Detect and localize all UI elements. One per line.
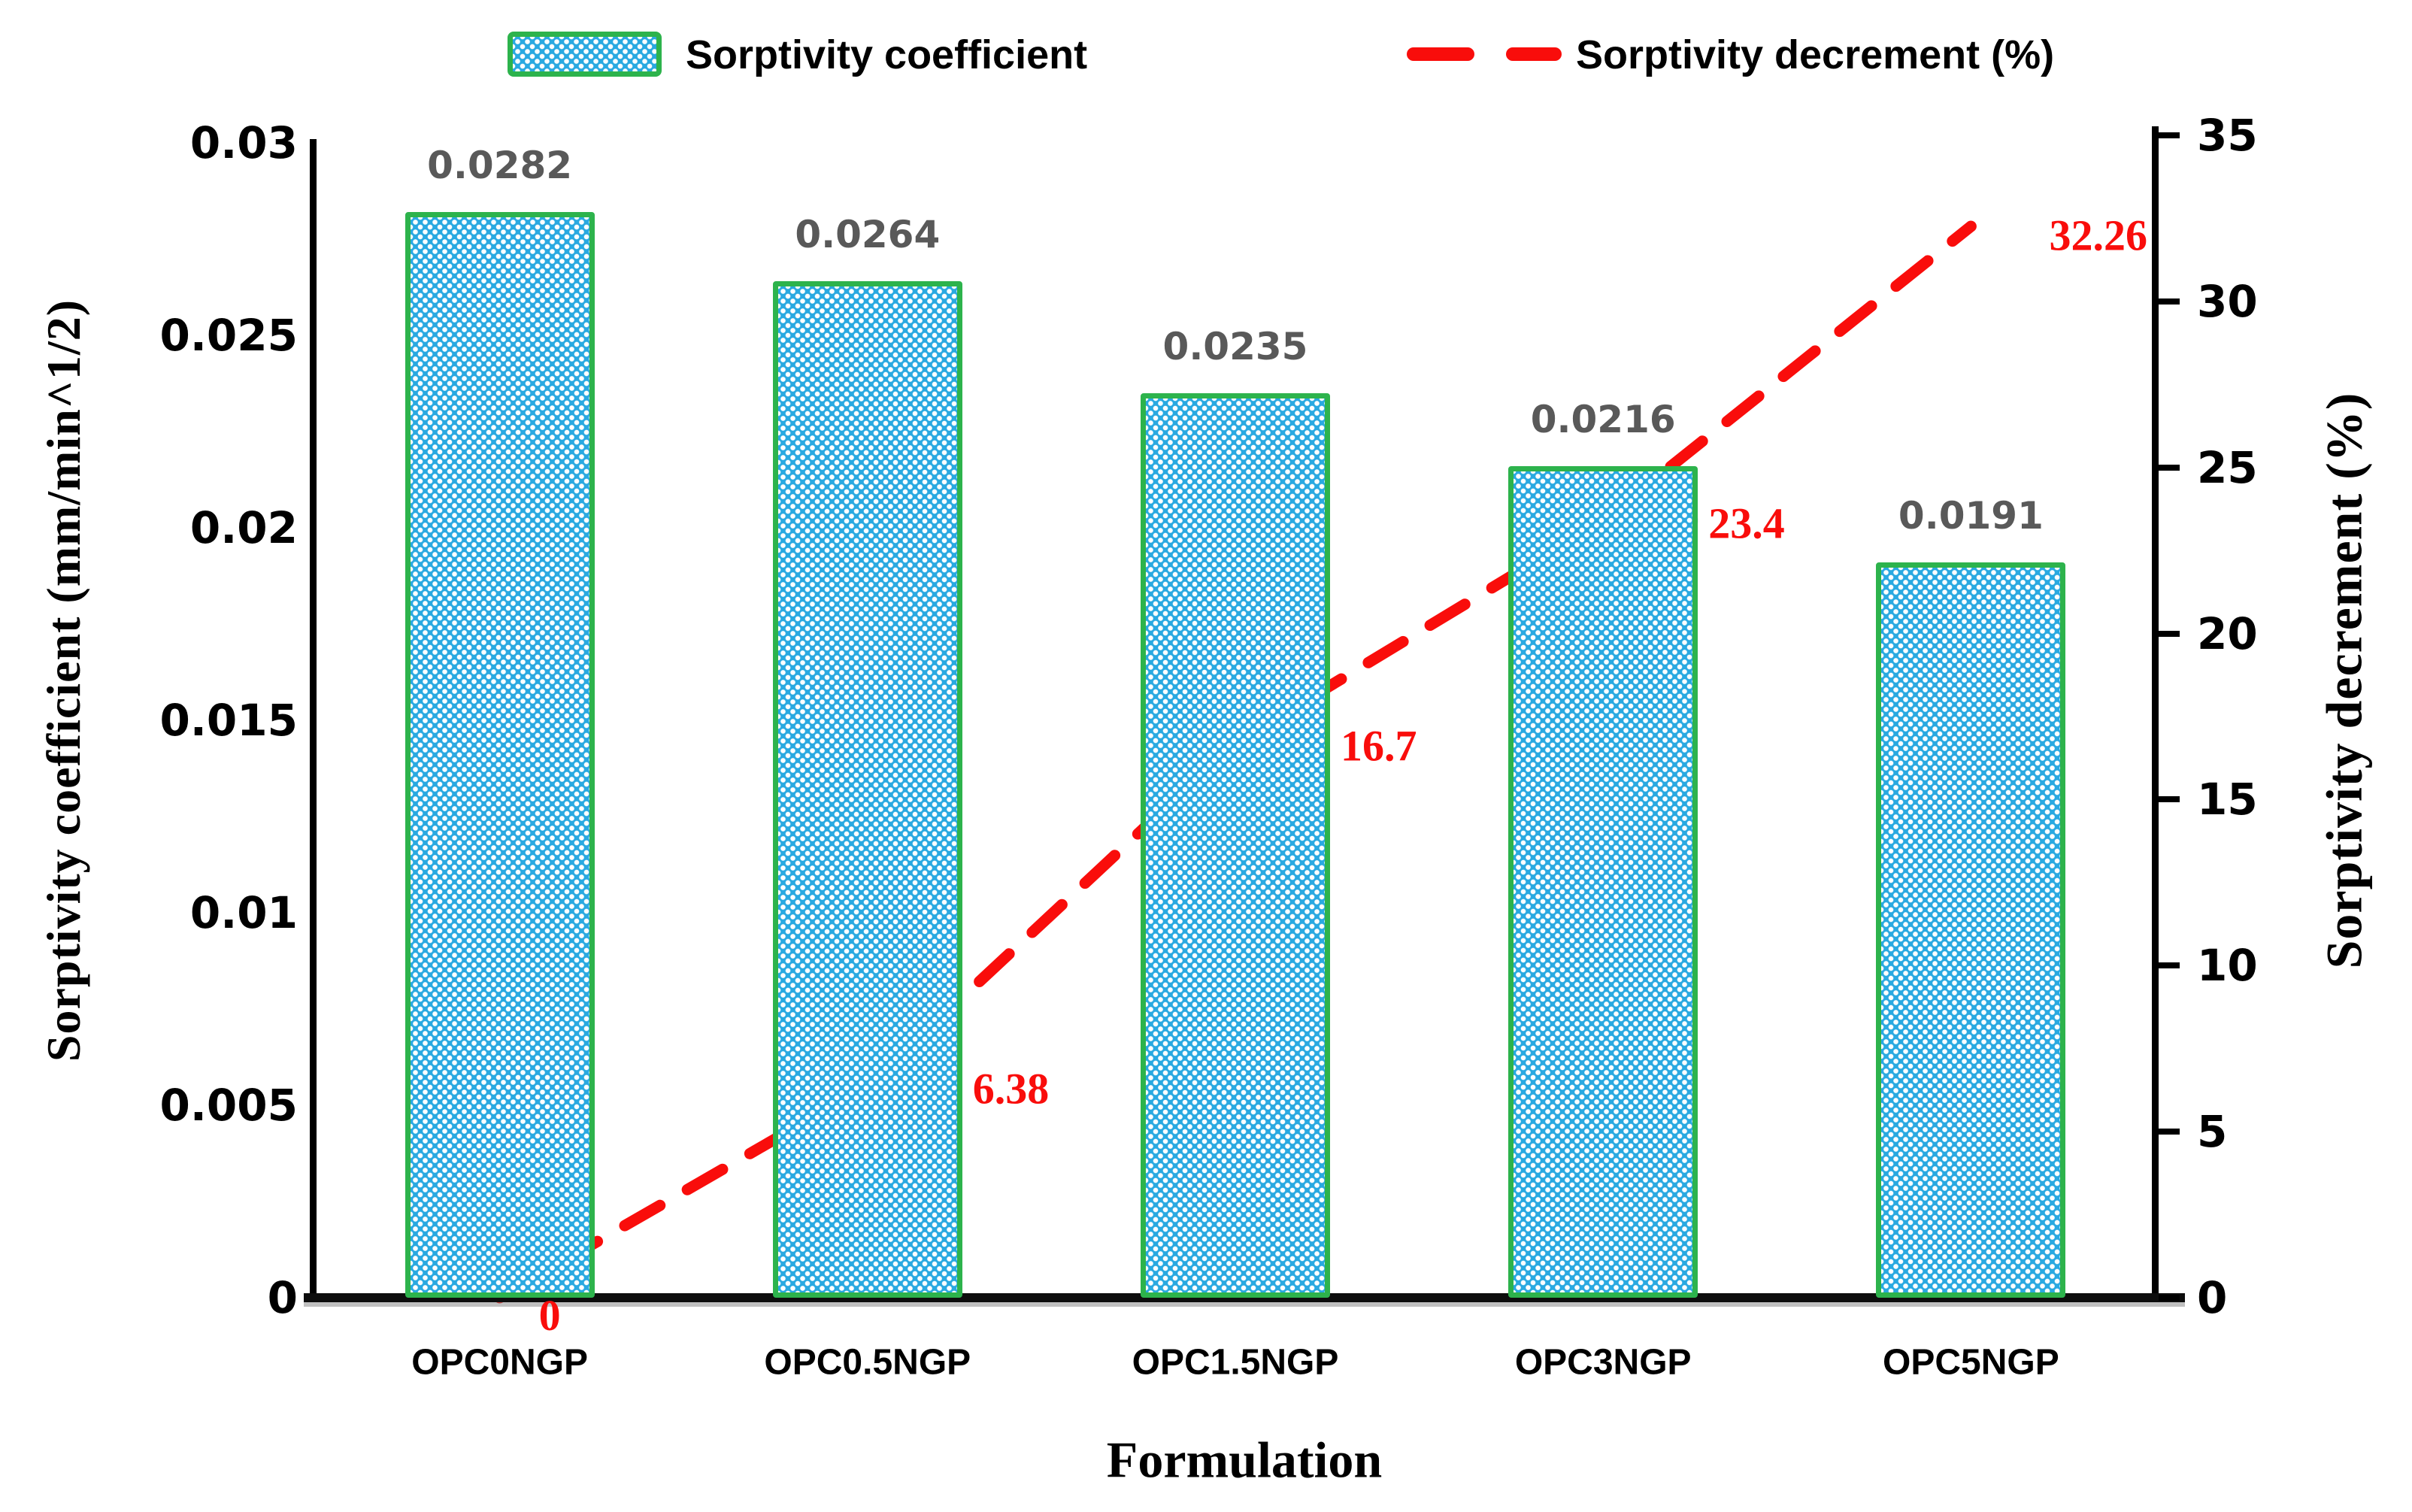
right-axis-tick-mark xyxy=(2159,464,2180,471)
bar-opc1.5ngp xyxy=(1141,392,1330,1298)
right-axis-tick-label: 0 xyxy=(2197,1272,2228,1323)
right-axis-tick-label: 5 xyxy=(2197,1106,2228,1158)
line-value-label: 16.7 xyxy=(1341,721,1417,771)
category-label-opc0ngp: OPC0NGP xyxy=(411,1342,588,1383)
bar-value-label: 0.0264 xyxy=(795,213,941,257)
category-label-opc3ngp: OPC3NGP xyxy=(1514,1342,1692,1383)
line-value-label: 32.26 xyxy=(2049,211,2148,260)
bar-value-label: 0.0282 xyxy=(427,144,573,188)
left-axis-tick-label: 0.03 xyxy=(189,117,298,168)
right-axis-tick-mark xyxy=(2159,1295,2180,1301)
right-axis-tick-mark xyxy=(2159,298,2180,305)
left-axis-tick-label: 0.02 xyxy=(189,502,298,553)
right-axis-tick-label: 25 xyxy=(2197,441,2258,493)
right-axis-tick-label: 30 xyxy=(2197,275,2258,327)
right-axis-title: Sorptivity decrement (%) xyxy=(2315,392,2373,969)
bar-opc0.5ngp xyxy=(772,281,962,1298)
line-value-label: 0 xyxy=(538,1291,561,1340)
category-label-opc0.5ngp: OPC0.5NGP xyxy=(764,1342,971,1383)
line-value-label: 6.38 xyxy=(972,1064,1050,1114)
legend-bar-swatch xyxy=(508,32,662,77)
left-axis-tick-label: 0.015 xyxy=(159,695,298,746)
left-axis-line xyxy=(310,139,317,1301)
category-label-opc1.5ngp: OPC1.5NGP xyxy=(1132,1342,1339,1383)
right-axis-tick-mark xyxy=(2159,962,2180,969)
right-axis-line xyxy=(2152,126,2159,1301)
right-axis-tick-mark xyxy=(2159,132,2180,138)
left-axis-tick-label: 0.005 xyxy=(159,1080,298,1131)
legend-bar-label: Sorptivity coefficient xyxy=(686,32,1088,77)
line-value-label: 23.4 xyxy=(1708,498,1785,548)
bar-opc3ngp xyxy=(1508,466,1698,1298)
bar-opc5ngp xyxy=(1876,562,2066,1298)
bar-opc0ngp xyxy=(405,212,595,1298)
bar-value-label: 0.0216 xyxy=(1530,398,1676,442)
left-axis-tick-label: 0 xyxy=(267,1272,298,1323)
left-axis-title: Sorptivity coefficient (mm/min^1/2) xyxy=(37,298,90,1062)
right-axis-tick-mark xyxy=(2159,630,2180,637)
right-axis-tick-label: 20 xyxy=(2197,608,2258,659)
x-axis-title: Formulation xyxy=(1106,1431,1383,1489)
bar-value-label: 0.0235 xyxy=(1162,324,1308,368)
legend-line-label: Sorptivity decrement (%) xyxy=(1576,32,2055,77)
right-axis-tick-mark xyxy=(2159,796,2180,803)
bar-value-label: 0.0191 xyxy=(1898,494,2044,538)
left-axis-tick-label: 0.01 xyxy=(189,887,298,938)
right-axis-tick-mark xyxy=(2159,1129,2180,1135)
category-label-opc5ngp: OPC5NGP xyxy=(1883,1342,2059,1383)
right-axis-tick-label: 10 xyxy=(2197,940,2258,992)
right-axis-tick-label: 35 xyxy=(2197,110,2258,161)
right-axis-tick-label: 15 xyxy=(2197,774,2258,826)
left-axis-tick-label: 0.025 xyxy=(159,310,298,361)
